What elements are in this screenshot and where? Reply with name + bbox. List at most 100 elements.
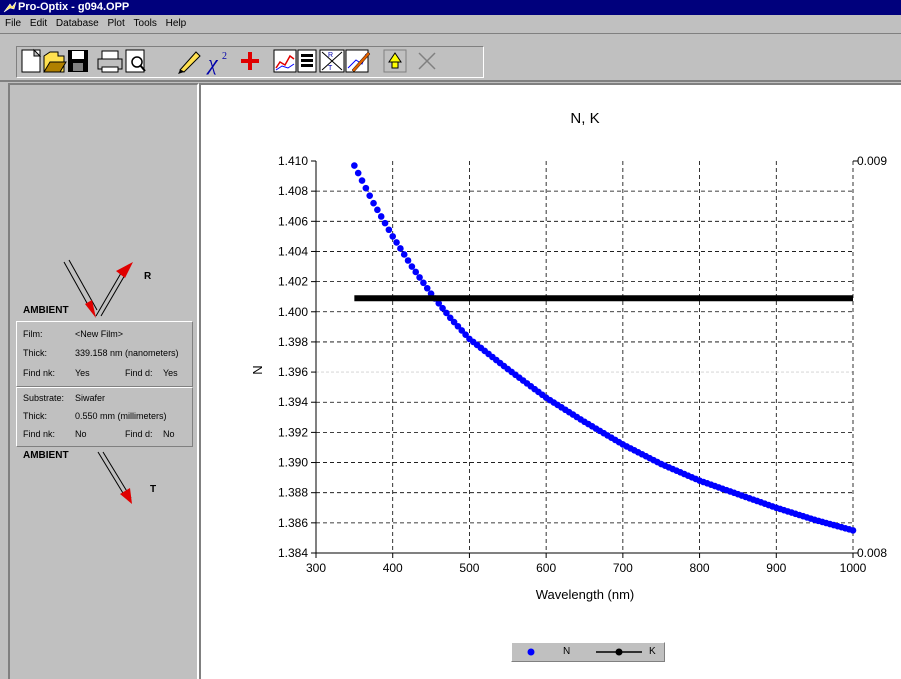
svg-text:2: 2: [222, 51, 227, 62]
series-n-point: [374, 206, 381, 214]
toolbar-frame: [16, 46, 484, 78]
series-n-point: [351, 162, 358, 169]
film-findnk-label: Find nk:: [23, 368, 56, 378]
series-n-point: [435, 300, 443, 307]
stack-panel: [8, 83, 199, 679]
substrate-name-label: Substrate:: [23, 393, 65, 403]
x-tick-label: 500: [459, 561, 479, 575]
series-n-point: [393, 239, 400, 246]
series-n-point: [849, 527, 857, 534]
substrate-name-value: Siwafer: [75, 393, 106, 403]
y-tick-label: 1.406: [278, 214, 308, 228]
menu-help[interactable]: Help: [165, 18, 187, 29]
series-n-point: [462, 331, 469, 338]
series-n-point: [397, 245, 404, 252]
legend-n-marker-icon: [527, 648, 535, 656]
y-tick-label: 1.400: [278, 305, 308, 319]
series-n-point: [458, 327, 466, 334]
y-tick-label: 1.386: [278, 516, 308, 530]
series-n-point: [389, 233, 397, 240]
x-tick-label: 800: [690, 561, 710, 575]
reflect-transmit-icon[interactable]: R T: [319, 49, 345, 73]
menu-bar: File Edit Database Plot Tools Help: [0, 15, 901, 34]
save-icon[interactable]: [68, 50, 88, 72]
y-tick-label: 1.402: [278, 275, 308, 289]
film-thick-value: 339.158 nm (nanometers): [75, 348, 179, 358]
menu-plot[interactable]: Plot: [107, 18, 125, 29]
series-n-point: [423, 284, 431, 292]
substrate-thick-value: 0.550 mm (millimeters): [75, 411, 167, 421]
y-tick-label: 1.398: [278, 335, 308, 349]
ambient-top-label: AMBIENT: [23, 305, 69, 316]
print-icon[interactable]: [97, 50, 123, 73]
menu-tools[interactable]: Tools: [133, 18, 157, 29]
legend-k-label: K: [649, 646, 656, 657]
report-icon[interactable]: [297, 49, 317, 73]
ambient-bottom-label: AMBIENT: [23, 450, 69, 461]
legend-n-label: N: [563, 646, 571, 657]
chi-square-icon[interactable]: χ 2: [206, 50, 227, 75]
add-cross-icon[interactable]: [241, 52, 259, 70]
series-n-point: [381, 219, 389, 227]
film-name-value: <New Film>: [75, 329, 124, 339]
menu-database[interactable]: Database: [55, 18, 99, 29]
series-n-point: [454, 322, 462, 330]
substrate-findnk-value: No: [75, 429, 87, 439]
substrate-layer-box[interactable]: Substrate: Siwafer Thick: 0.550 mm (mill…: [16, 387, 193, 447]
x-tick-label: 600: [536, 561, 556, 575]
x-tick-label: 400: [383, 561, 403, 575]
chart-grid: [316, 161, 853, 553]
film-findd-value: Yes: [163, 368, 178, 378]
print-preview-icon[interactable]: [125, 49, 146, 73]
series-n-point: [404, 257, 412, 264]
chart-axes: 300 400 500 600 700 800 900 1000 1.384 1.386 1.388…: [278, 154, 887, 575]
menu-edit[interactable]: Edit: [29, 18, 48, 29]
legend-swatches: [527, 648, 642, 656]
window-title: Pro-Optix - g094.OPP: [18, 1, 130, 13]
film-name-label: Film:: [23, 329, 43, 339]
series-n-point: [362, 184, 370, 192]
series-n-point: [420, 279, 427, 287]
nk-chart: N, K 300 400 500 600 700 800 900 1000 1.384 1.386…: [250, 110, 887, 602]
substrate-thick-label: Thick:: [23, 411, 48, 421]
series-n-point: [416, 274, 423, 281]
close-x-icon[interactable]: [416, 50, 438, 72]
open-icon[interactable]: [43, 51, 67, 73]
x-tick-label: 700: [613, 561, 633, 575]
y2-tick-label: 0.008: [857, 546, 887, 560]
legend-k-marker-icon: [615, 648, 623, 656]
reflect-label: R: [144, 271, 152, 282]
svg-text:χ: χ: [206, 50, 219, 75]
y-tick-label: 1.390: [278, 456, 308, 470]
y2-tick-label: 0.009: [857, 154, 887, 168]
transmit-label: T: [150, 484, 157, 495]
y-tick-label: 1.392: [278, 425, 308, 439]
title-bar: Pro-Optix - g094.OPP: [0, 0, 901, 15]
substrate-findnk-label: Find nk:: [23, 429, 56, 439]
edit-pencil-icon[interactable]: [178, 51, 201, 74]
menu-file[interactable]: File: [5, 18, 22, 29]
film-findnk-value: Yes: [75, 368, 90, 378]
series-n-point: [400, 251, 408, 258]
y-tick-label: 1.396: [278, 365, 308, 379]
y-tick-label: 1.388: [278, 486, 308, 500]
y-tick-label: 1.394: [278, 395, 308, 409]
x-tick-label: 900: [766, 561, 786, 575]
chart-series: [351, 162, 857, 534]
edit-chart-icon[interactable]: [345, 49, 371, 73]
new-icon[interactable]: [21, 48, 42, 73]
chart-icon[interactable]: [273, 49, 297, 73]
svg-text:T: T: [328, 65, 333, 72]
film-findd-label: Find d:: [125, 368, 153, 378]
chart-legend: N K: [511, 642, 665, 662]
substrate-findd-label: Find d:: [125, 429, 153, 439]
x-axis-label: Wavelength (nm): [536, 587, 635, 602]
series-n-point: [366, 192, 373, 199]
y-axis-label: N: [250, 365, 265, 374]
lamp-icon[interactable]: [383, 49, 407, 73]
x-tick-label: 1000: [840, 561, 867, 575]
series-n-point: [450, 318, 458, 326]
film-layer-box[interactable]: Film: <New Film> Thick: 339.158 nm (nano…: [16, 321, 193, 387]
series-n-point: [385, 226, 393, 234]
series-n-point: [446, 314, 454, 322]
